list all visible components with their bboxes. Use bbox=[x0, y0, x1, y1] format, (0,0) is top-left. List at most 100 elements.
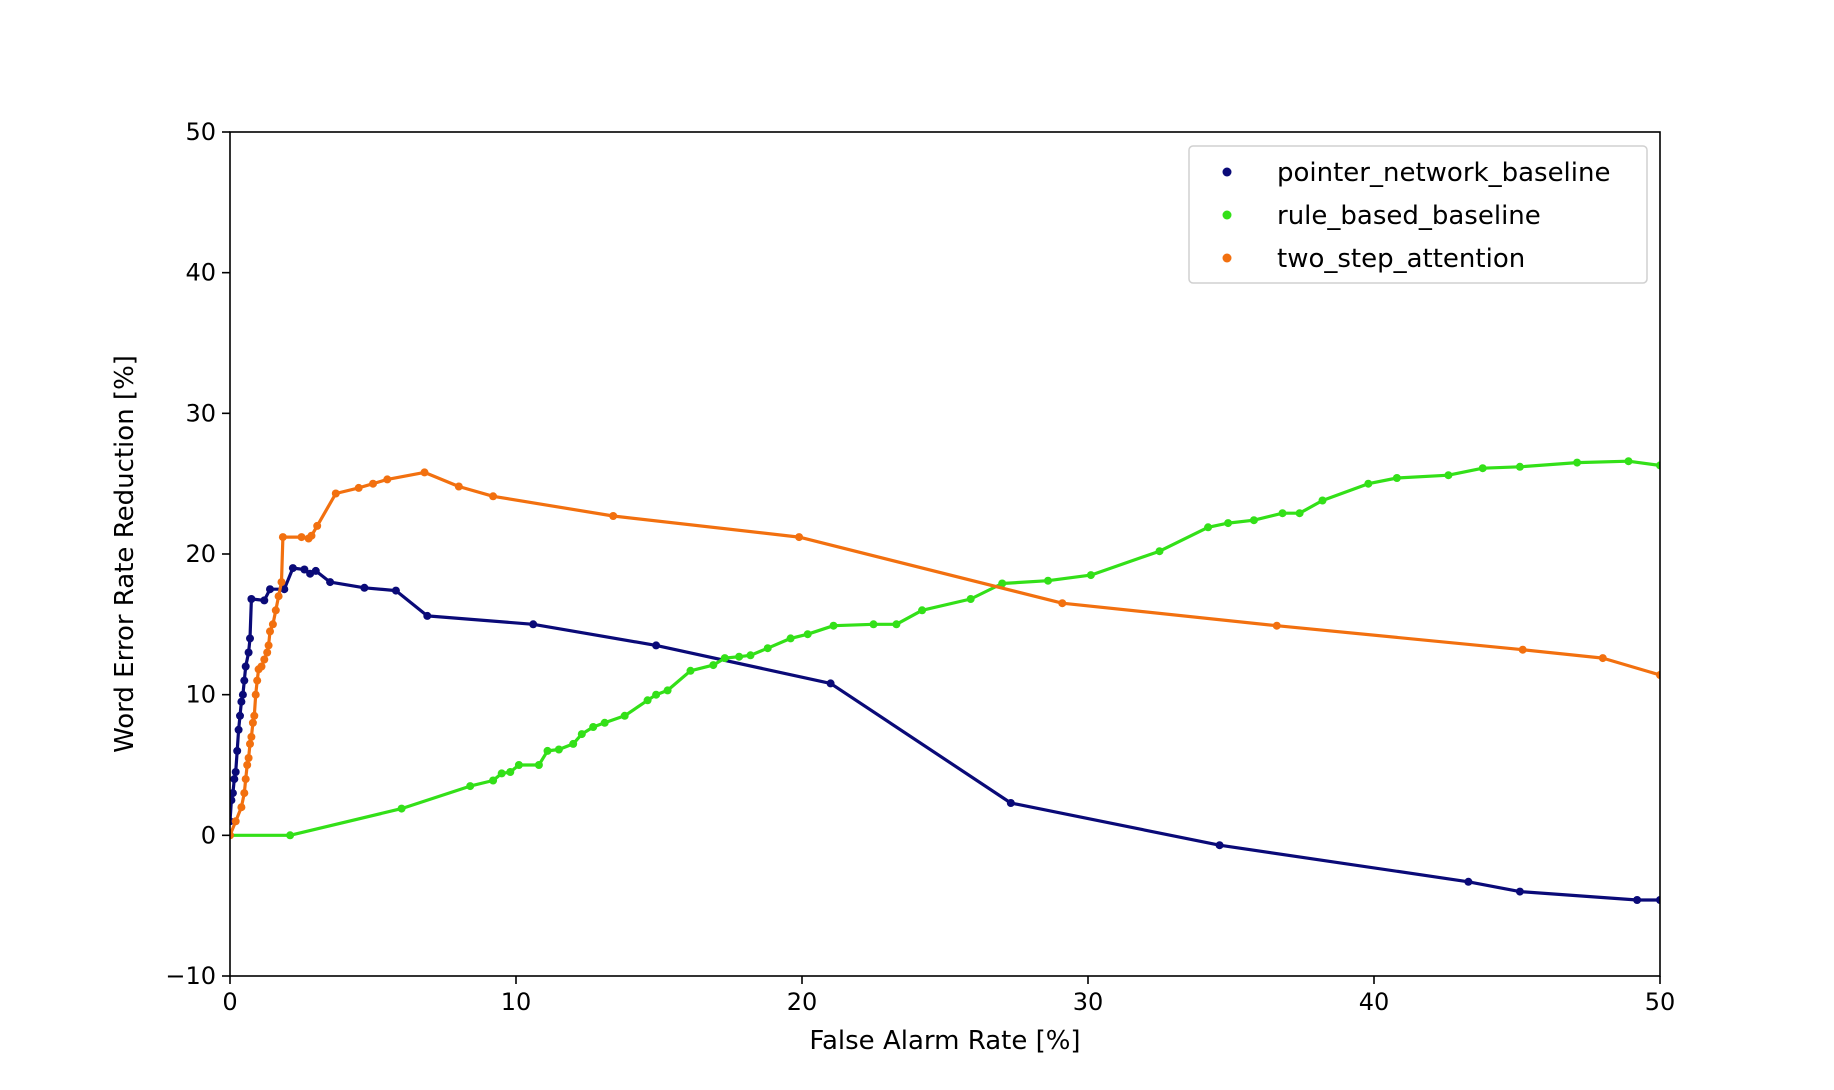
legend-marker bbox=[1222, 253, 1232, 263]
data-point bbox=[237, 697, 246, 706]
data-point bbox=[241, 662, 250, 671]
data-point bbox=[247, 732, 256, 741]
data-point bbox=[288, 564, 297, 573]
x-axis-label: False Alarm Rate [%] bbox=[809, 1026, 1080, 1056]
data-point bbox=[1215, 841, 1224, 850]
x-tick-label: 0 bbox=[222, 988, 237, 1016]
data-point bbox=[243, 761, 252, 769]
data-point bbox=[1155, 547, 1164, 556]
data-point bbox=[609, 512, 618, 520]
data-point bbox=[1044, 576, 1052, 585]
data-point bbox=[795, 533, 804, 542]
data-point bbox=[231, 817, 240, 826]
data-point bbox=[307, 531, 316, 540]
data-point bbox=[331, 489, 340, 498]
legend-marker bbox=[1222, 210, 1232, 220]
data-point bbox=[735, 652, 744, 661]
data-point bbox=[326, 578, 335, 587]
data-point bbox=[1656, 896, 1660, 904]
data-point bbox=[271, 606, 280, 615]
y-axis-label: Word Error Rate Reduction [%] bbox=[110, 355, 140, 753]
data-point bbox=[554, 745, 563, 754]
data-point bbox=[918, 606, 927, 615]
data-point bbox=[489, 776, 498, 785]
data-point bbox=[264, 641, 273, 650]
data-point bbox=[241, 775, 250, 784]
data-point bbox=[231, 768, 240, 776]
data-point bbox=[260, 655, 269, 664]
data-point bbox=[246, 634, 254, 643]
data-point bbox=[1278, 509, 1287, 518]
data-point bbox=[534, 761, 543, 769]
data-point bbox=[1515, 887, 1524, 896]
x-tick-label: 40 bbox=[1359, 988, 1390, 1016]
y-tick-label: 20 bbox=[185, 540, 216, 568]
y-tick-label: −10 bbox=[165, 962, 216, 990]
data-point bbox=[1086, 571, 1095, 580]
data-point bbox=[280, 585, 289, 594]
series-rule_based_baseline bbox=[230, 457, 1660, 840]
data-point bbox=[686, 666, 695, 675]
data-point bbox=[1204, 523, 1213, 532]
y-tick-label: 50 bbox=[185, 118, 216, 146]
data-point bbox=[237, 803, 246, 812]
data-point bbox=[497, 769, 506, 778]
data-point bbox=[1464, 877, 1473, 886]
data-point bbox=[709, 661, 718, 670]
data-point bbox=[763, 644, 772, 653]
x-tick-label: 50 bbox=[1645, 988, 1676, 1016]
y-tick-label: 10 bbox=[185, 681, 216, 709]
legend-entry-label: rule_based_baseline bbox=[1277, 201, 1541, 231]
data-point bbox=[1392, 474, 1401, 482]
data-point bbox=[244, 648, 253, 657]
data-point bbox=[266, 627, 274, 636]
data-point bbox=[1478, 464, 1487, 473]
data-point bbox=[600, 718, 609, 727]
data-point bbox=[543, 746, 552, 755]
y-tick-label: 0 bbox=[201, 821, 216, 849]
legend: pointer_network_baseline rule_based_basel… bbox=[1188, 145, 1648, 284]
data-point bbox=[1444, 471, 1453, 480]
data-point bbox=[238, 690, 247, 699]
x-tick-label: 20 bbox=[787, 988, 818, 1016]
data-point bbox=[569, 739, 578, 748]
data-point bbox=[260, 596, 269, 605]
data-point bbox=[266, 585, 274, 594]
data-point bbox=[1518, 645, 1527, 654]
data-point bbox=[250, 711, 259, 720]
data-point bbox=[233, 746, 242, 755]
x-tick-label: 30 bbox=[1073, 988, 1104, 1016]
data-point bbox=[230, 775, 239, 784]
data-point bbox=[277, 578, 286, 587]
x-tick-label: 10 bbox=[501, 988, 532, 1016]
data-point bbox=[423, 611, 432, 620]
data-point bbox=[620, 711, 629, 720]
data-point bbox=[720, 654, 729, 663]
data-point bbox=[397, 804, 406, 813]
data-point bbox=[577, 730, 586, 739]
data-point bbox=[489, 492, 498, 501]
data-point bbox=[1249, 516, 1258, 525]
legend-entry-label: two_step_attention bbox=[1277, 244, 1525, 274]
data-point bbox=[369, 479, 377, 488]
data-point bbox=[391, 586, 400, 595]
data-point bbox=[454, 482, 463, 491]
data-point bbox=[311, 566, 320, 575]
y-axis: −10 0 10 20 30 40 50 bbox=[165, 118, 230, 990]
data-point bbox=[286, 831, 295, 840]
data-point bbox=[274, 592, 283, 601]
data-point bbox=[643, 696, 652, 705]
y-tick-label: 30 bbox=[185, 399, 216, 427]
data-point bbox=[253, 676, 262, 685]
data-point bbox=[514, 761, 523, 769]
data-point bbox=[663, 686, 672, 695]
data-point bbox=[786, 634, 795, 643]
data-point bbox=[240, 789, 249, 798]
data-point bbox=[278, 533, 287, 542]
data-point bbox=[300, 565, 309, 574]
data-point bbox=[1318, 496, 1327, 505]
data-point bbox=[313, 521, 322, 530]
data-point bbox=[1515, 462, 1524, 471]
data-point bbox=[1598, 654, 1607, 663]
